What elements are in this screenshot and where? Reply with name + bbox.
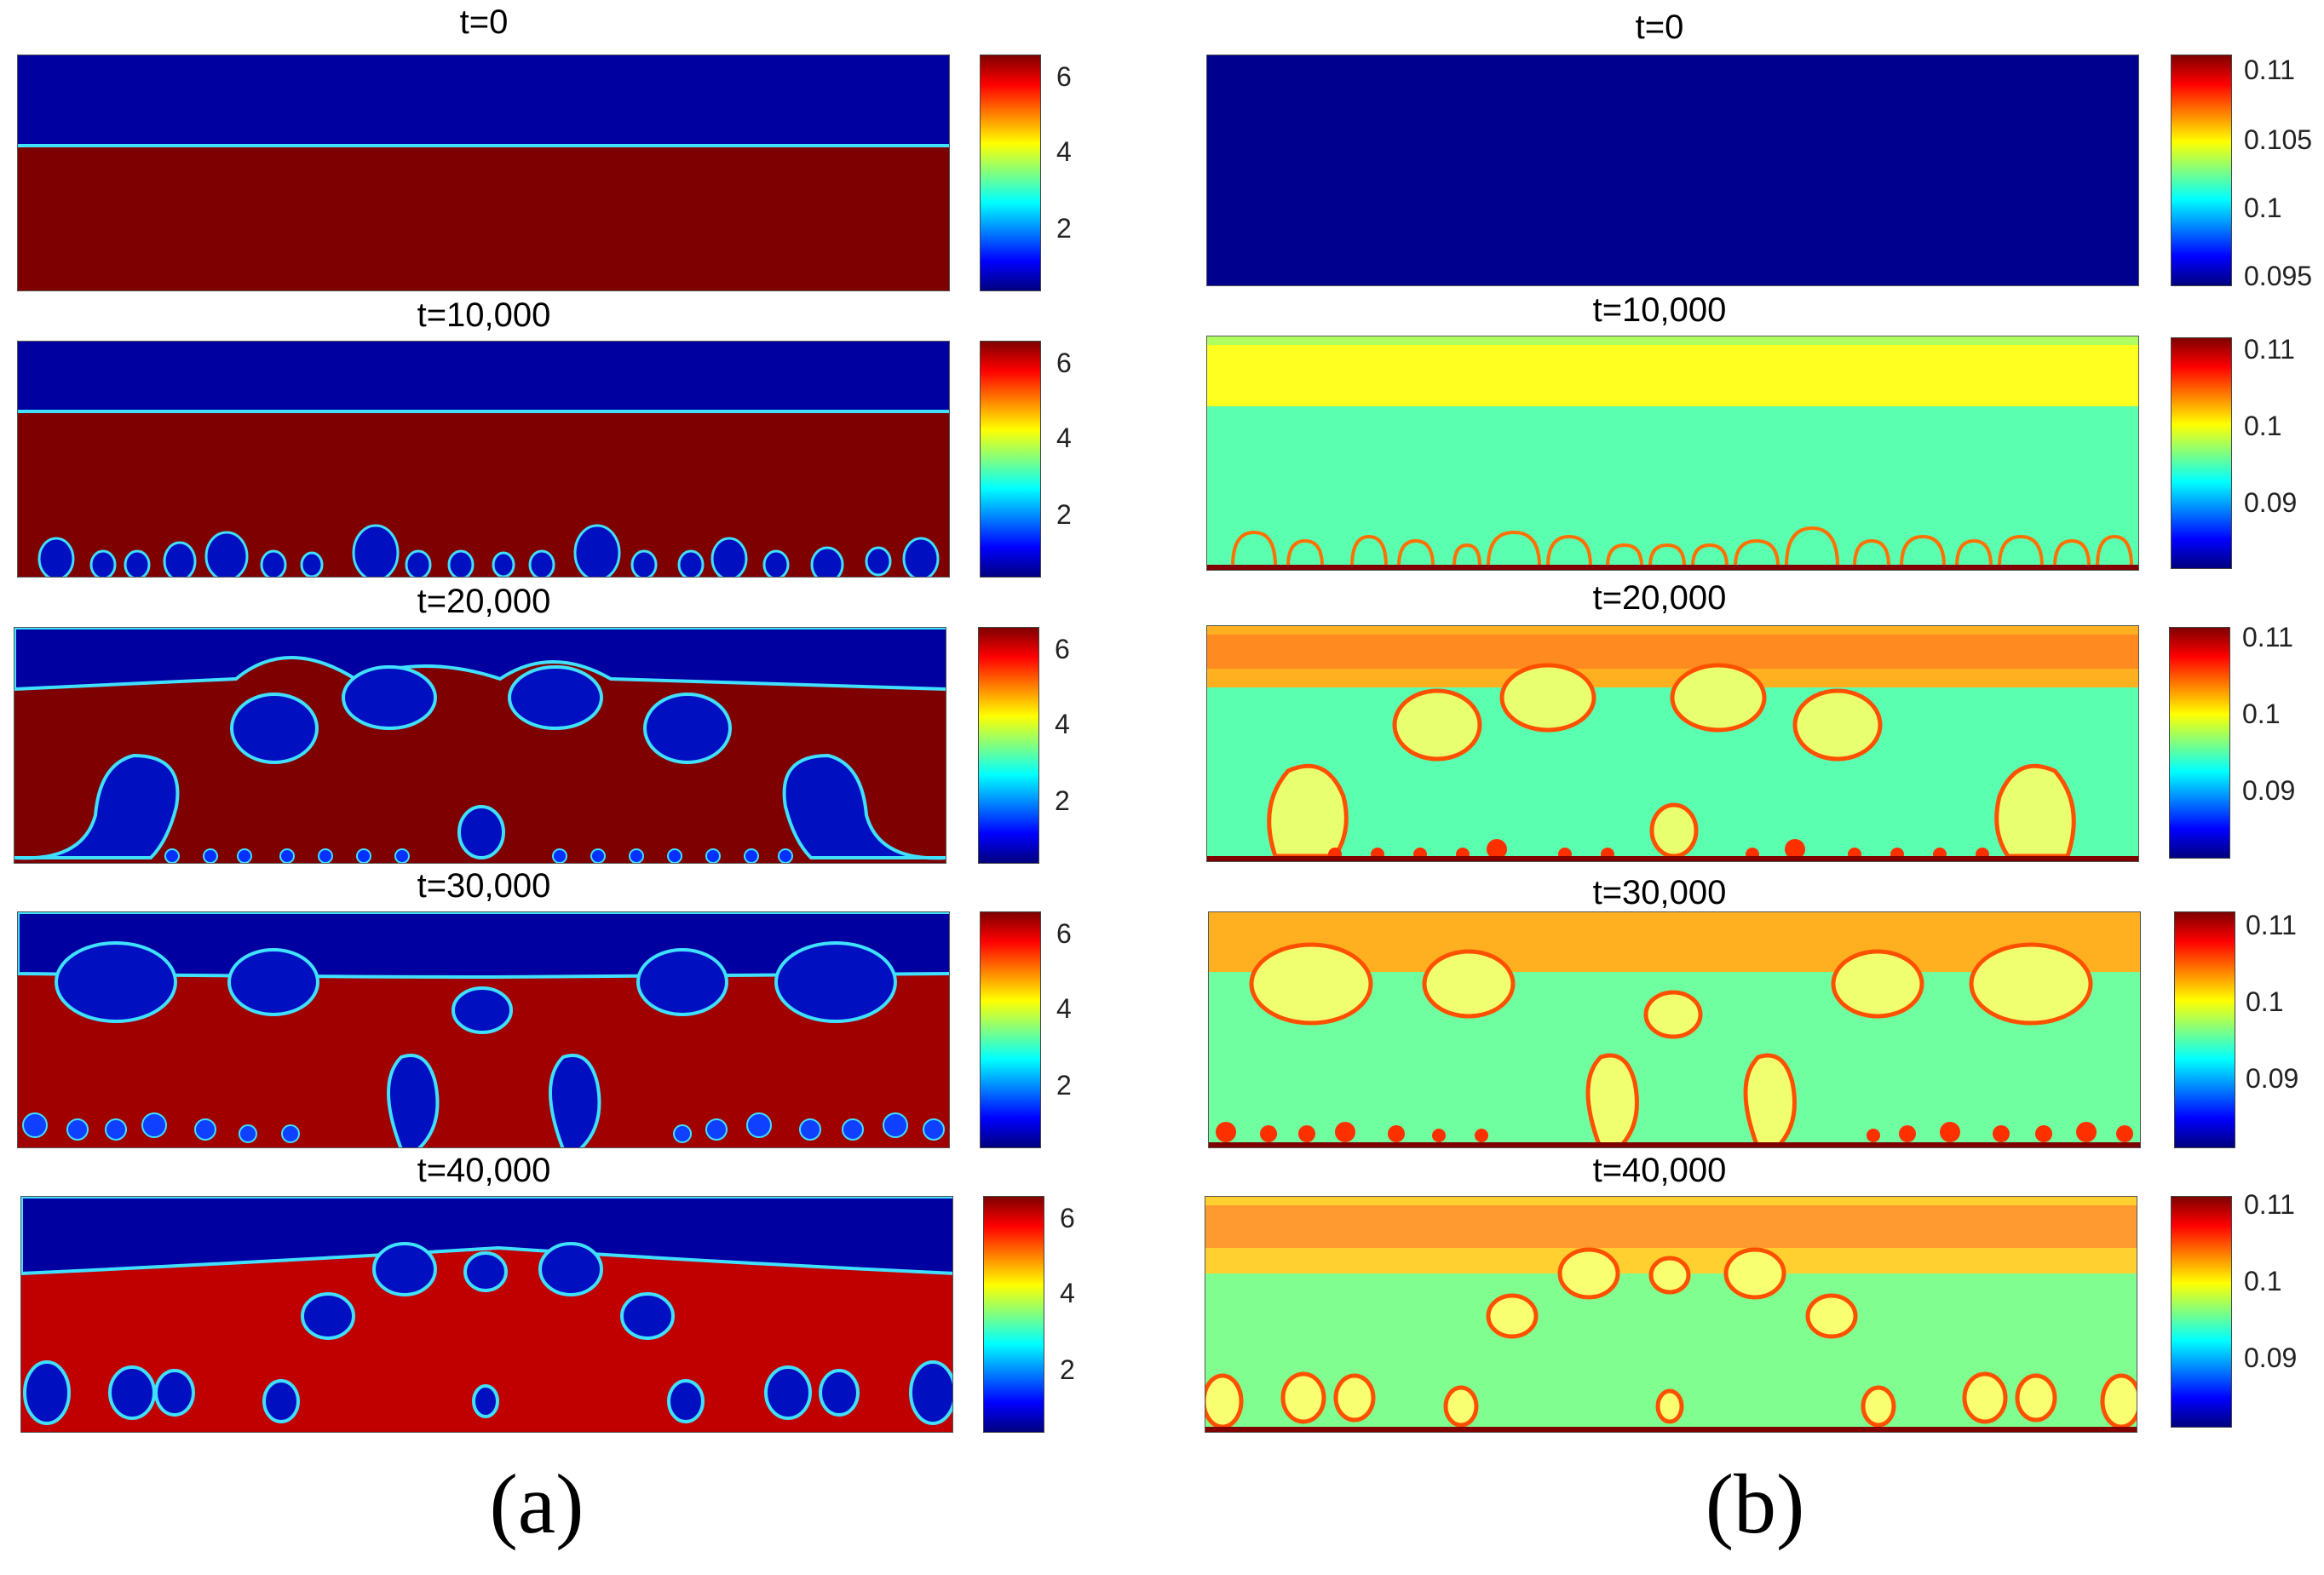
panel-a-plot-t0	[17, 55, 950, 291]
cbar-tick: 4	[1060, 1278, 1075, 1308]
panel-a-title-t30000: t=30,000	[417, 867, 551, 905]
cbar-tick: 0.09	[2244, 487, 2298, 518]
cbar-tick: 0.11	[2244, 334, 2295, 365]
field-b-t30000	[1209, 912, 2140, 1147]
cbar-tick: 4	[1056, 422, 1072, 453]
cbar-tick: 6	[1056, 61, 1072, 92]
cbar-tick: 0.1	[2244, 1266, 2282, 1296]
field-a-t40000	[21, 1197, 952, 1432]
cbar-tick: 0.11	[2244, 1189, 2295, 1220]
colorbar-b-t0	[2171, 55, 2232, 286]
panel-b-label: (b)	[1705, 1457, 1805, 1551]
panel-a-title-t0: t=0	[459, 3, 509, 41]
panel-a-plot-t20000	[14, 627, 946, 864]
colorbar-b-t30000	[2174, 911, 2235, 1148]
colorbar-b-t40000	[2171, 1196, 2232, 1428]
cbar-tick: 2	[1060, 1354, 1075, 1385]
cbar-tick: 0.095	[2244, 261, 2313, 291]
panel-a-title-t20000: t=20,000	[417, 583, 551, 620]
cbar-tick: 6	[1060, 1203, 1075, 1233]
panel-b-title-t30000: t=30,000	[1592, 874, 1727, 911]
colorbar-a-t20000	[978, 627, 1039, 864]
cbar-tick: 2	[1055, 785, 1070, 816]
cbar-tick: 0.11	[2244, 55, 2295, 85]
cbar-tick: 0.105	[2244, 124, 2313, 155]
cbar-tick: 0.09	[2246, 1063, 2299, 1094]
field-a-t0	[18, 55, 949, 290]
field-b-t20000	[1207, 626, 2138, 861]
cbar-tick: 0.09	[2242, 775, 2296, 806]
panel-a-title-t40000: t=40,000	[417, 1152, 551, 1189]
panel-a-plot-t10000	[17, 341, 950, 578]
cbar-tick: 0.1	[2242, 698, 2281, 729]
colorbar-a-t40000	[983, 1196, 1044, 1433]
cbar-tick: 0.11	[2246, 910, 2297, 940]
colorbar-a-t30000	[980, 911, 1041, 1148]
cbar-tick: 2	[1056, 499, 1072, 530]
cbar-tick: 4	[1056, 993, 1072, 1024]
colorbar-b-t20000	[2169, 627, 2230, 859]
panel-b-plot-t0	[1206, 55, 2139, 286]
cbar-tick: 0.1	[2246, 986, 2284, 1017]
field-a-t20000	[14, 628, 946, 863]
panel-a-plot-t30000	[17, 911, 950, 1148]
cbar-tick: 6	[1056, 918, 1072, 949]
cbar-tick: 6	[1055, 634, 1070, 664]
field-b-t0	[1207, 55, 2138, 285]
colorbar-a-t10000	[980, 341, 1041, 578]
cbar-tick: 2	[1056, 1070, 1072, 1101]
panel-b-plot-t20000	[1206, 625, 2139, 862]
panel-b-plot-t40000	[1205, 1196, 2137, 1433]
cbar-tick: 2	[1056, 213, 1072, 244]
panel-b-title-t0: t=0	[1635, 9, 1684, 46]
field-a-t30000	[18, 912, 949, 1147]
panel-b-title-t20000: t=20,000	[1592, 579, 1727, 617]
cbar-tick: 4	[1056, 136, 1072, 167]
colorbar-b-t10000	[2171, 337, 2232, 569]
field-b-t10000	[1207, 336, 2138, 570]
cbar-tick: 0.09	[2244, 1342, 2298, 1373]
panel-a-label: (a)	[489, 1457, 584, 1551]
panel-b-title-t40000: t=40,000	[1592, 1152, 1727, 1189]
cbar-tick: 4	[1055, 709, 1070, 739]
colorbar-a-t0	[980, 55, 1041, 291]
cbar-tick: 0.1	[2244, 411, 2282, 441]
field-a-t10000	[18, 342, 949, 577]
panel-b-plot-t30000	[1208, 911, 2141, 1148]
cbar-tick: 6	[1056, 348, 1072, 378]
panel-a-title-t10000: t=10,000	[417, 296, 551, 334]
field-b-t40000	[1205, 1197, 2137, 1432]
cbar-tick: 0.11	[2242, 622, 2293, 652]
panel-b-title-t10000: t=10,000	[1592, 291, 1727, 329]
panel-b-plot-t10000	[1206, 336, 2139, 571]
cbar-tick: 0.1	[2244, 193, 2282, 223]
panel-a-plot-t40000	[20, 1196, 953, 1433]
